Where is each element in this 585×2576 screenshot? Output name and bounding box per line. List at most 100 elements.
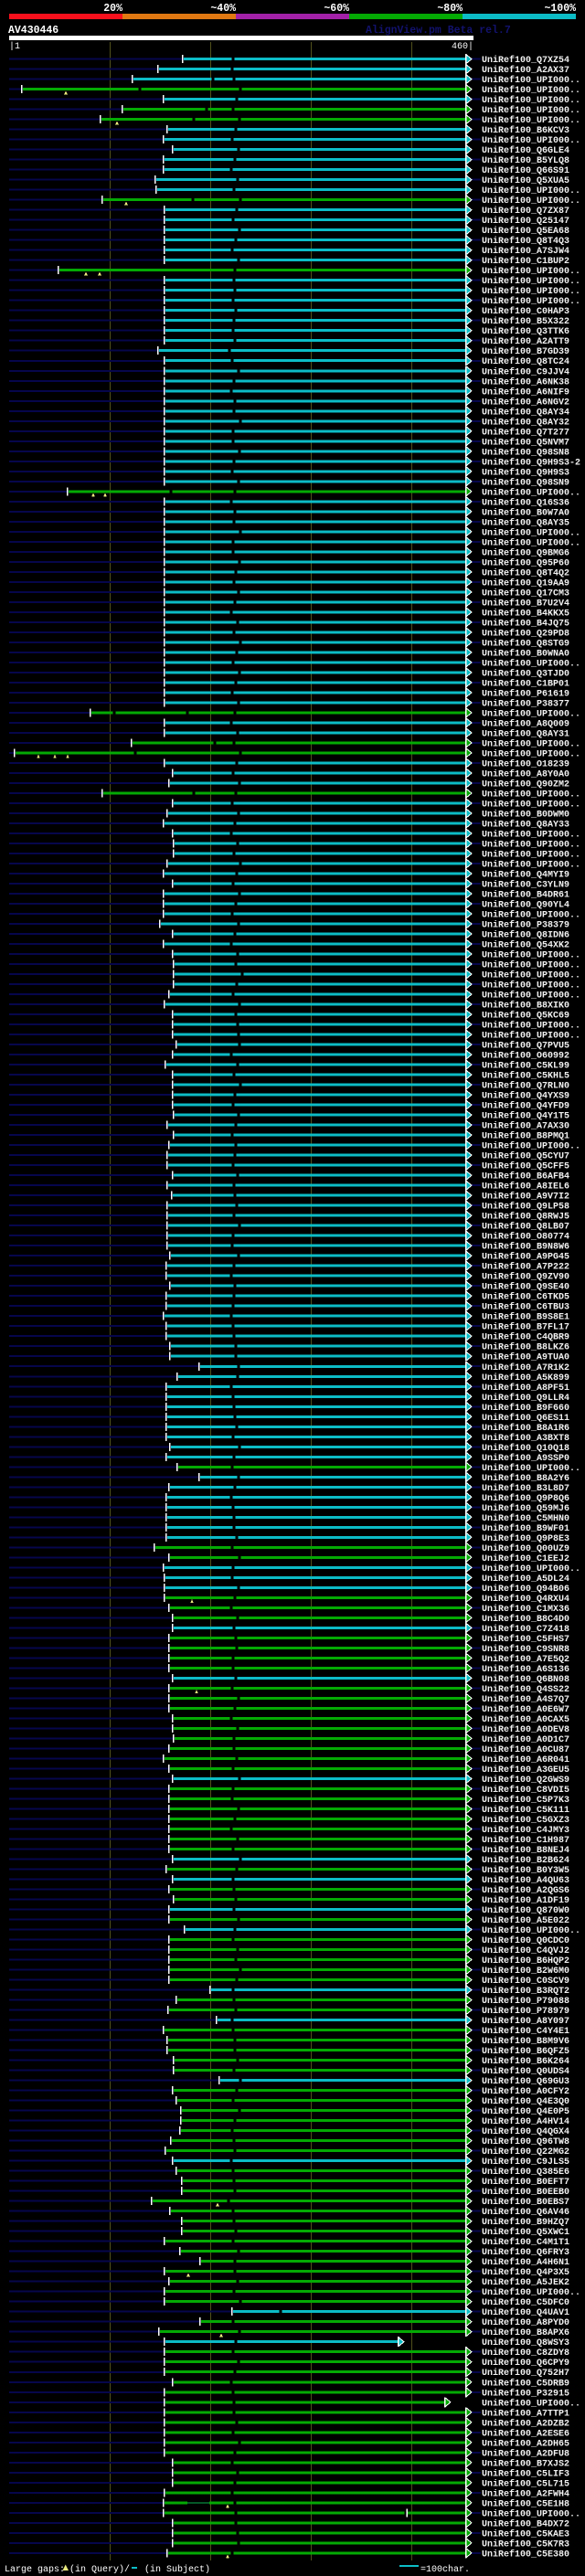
svg-text:~40%: ~40%	[210, 3, 236, 15]
svg-text:UniRef100_UPI000..: UniRef100_UPI000..	[482, 790, 580, 800]
svg-text:UniRef100_A7E5Q2: UniRef100_A7E5Q2	[482, 1654, 569, 1665]
svg-text:UniRef100_Q9H9S3: UniRef100_Q9H9S3	[482, 467, 569, 478]
svg-text:UniRef100_A0CU87: UniRef100_A0CU87	[482, 1744, 569, 1755]
svg-text:UniRef100_C4Y4E1: UniRef100_C4Y4E1	[482, 2026, 569, 2037]
svg-text:UniRef100_Q0CDC0: UniRef100_Q0CDC0	[482, 1935, 569, 1946]
svg-text:UniRef100_Q8LB07: UniRef100_Q8LB07	[482, 1222, 569, 1233]
svg-text:UniRef100_UPI000..: UniRef100_UPI000..	[482, 991, 580, 1002]
svg-text:UniRef100_Q6ES11: UniRef100_Q6ES11	[482, 1413, 569, 1424]
svg-text:UniRef100_UPI000..: UniRef100_UPI000..	[482, 286, 580, 297]
svg-text:UniRef100_Q9P8Q6: UniRef100_Q9P8Q6	[482, 1493, 569, 1504]
svg-text:UniRef100_UPI000..: UniRef100_UPI000..	[482, 2508, 580, 2519]
svg-text:UniRef100_P38377: UniRef100_P38377	[482, 698, 569, 709]
svg-text:20%: 20%	[103, 3, 122, 15]
svg-text:UniRef100_A0D1C7: UniRef100_A0D1C7	[482, 1734, 569, 1745]
svg-text:UniRef100_C5GXZ3: UniRef100_C5GXZ3	[482, 1815, 569, 1826]
svg-text:UniRef100_Q8AY34: UniRef100_Q8AY34	[482, 407, 569, 418]
svg-text:UniRef100_A7SJW4: UniRef100_A7SJW4	[482, 246, 569, 257]
svg-text:UniRef100_UPI000..: UniRef100_UPI000..	[482, 960, 580, 971]
svg-text:UniRef100_C5MHN0: UniRef100_C5MHN0	[482, 1513, 569, 1524]
svg-text:UniRef100_B8M9V6: UniRef100_B8M9V6	[482, 2036, 569, 2047]
svg-text:UniRef100_UPI000..: UniRef100_UPI000..	[482, 296, 580, 307]
svg-text:UniRef100_Q59MJ6: UniRef100_Q59MJ6	[482, 1503, 569, 1514]
svg-text:UniRef100_Q9LP58: UniRef100_Q9LP58	[482, 1202, 569, 1213]
svg-text:UniRef100_UPI000..: UniRef100_UPI000..	[482, 2398, 580, 2409]
svg-text:UniRef100_UPI000..: UniRef100_UPI000..	[482, 105, 580, 116]
svg-text:UniRef100_A7R1K2: UniRef100_A7R1K2	[482, 1362, 569, 1373]
svg-text:UniRef100_B9S8E1: UniRef100_B9S8E1	[482, 1312, 569, 1323]
svg-text:UniRef100_Q0UDS4: UniRef100_Q0UDS4	[482, 2066, 569, 2077]
svg-text:UniRef100_UPI000..: UniRef100_UPI000..	[482, 708, 580, 719]
svg-text:UniRef100_Q8T4Q3: UniRef100_Q8T4Q3	[482, 236, 569, 247]
svg-text:UniRef100_UPI000..: UniRef100_UPI000..	[482, 738, 580, 749]
svg-text:UniRef100_A9PG45: UniRef100_A9PG45	[482, 1252, 569, 1263]
svg-text:UniRef100_B7U2V4: UniRef100_B7U2V4	[482, 598, 569, 609]
svg-text:UniRef100_A0DEV8: UniRef100_A0DEV8	[482, 1724, 569, 1735]
svg-text:UniRef100_B5YLQ8: UniRef100_B5YLQ8	[482, 155, 569, 166]
svg-text:UniRef100_A0CFY2: UniRef100_A0CFY2	[482, 2086, 569, 2097]
svg-text:UniRef100_A2DFU8: UniRef100_A2DFU8	[482, 2448, 569, 2459]
svg-text:UniRef100_B2B624: UniRef100_B2B624	[482, 1855, 569, 1866]
svg-text:UniRef100_C4JMY3: UniRef100_C4JMY3	[482, 1825, 569, 1836]
svg-text:UniRef100_C6TBU3: UniRef100_C6TBU3	[482, 1302, 569, 1313]
svg-text:UniRef100_UPI000..: UniRef100_UPI000..	[482, 85, 580, 96]
svg-text:UniRef100_A2QGS6: UniRef100_A2QGS6	[482, 1885, 569, 1896]
svg-text:UniRef100_B8LKZ6: UniRef100_B8LKZ6	[482, 1342, 569, 1353]
svg-text:UniRef100_UPI000..: UniRef100_UPI000..	[482, 196, 580, 207]
svg-text:UniRef100_P32915: UniRef100_P32915	[482, 2388, 569, 2399]
svg-text:UniRef100_Q8RWJ5: UniRef100_Q8RWJ5	[482, 1212, 569, 1223]
svg-text:UniRef100_Q29PD8: UniRef100_Q29PD8	[482, 628, 569, 639]
svg-text:UniRef100_C5L715: UniRef100_C5L715	[482, 2478, 569, 2489]
svg-text:UniRef100_B4KKX5: UniRef100_B4KKX5	[482, 608, 569, 619]
svg-text:UniRef100_Q22MG2: UniRef100_Q22MG2	[482, 2147, 569, 2157]
svg-text:UniRef100_C4M1T1: UniRef100_C4M1T1	[482, 2237, 569, 2248]
svg-text:UniRef100_C5LIF3: UniRef100_C5LIF3	[482, 2468, 569, 2479]
svg-text:UniRef100_UPI000..: UniRef100_UPI000..	[482, 658, 580, 669]
svg-text:UniRef100_A2DH65: UniRef100_A2DH65	[482, 2438, 569, 2449]
svg-text:UniRef100_Q5EA68: UniRef100_Q5EA68	[482, 226, 569, 237]
svg-text:UniRef100_B6HQP2: UniRef100_B6HQP2	[482, 1956, 569, 1966]
svg-text:UniRef100_Q8AY31: UniRef100_Q8AY31	[482, 728, 569, 739]
svg-text:UniRef100_Q8WSY3: UniRef100_Q8WSY3	[482, 2337, 569, 2348]
svg-text:UniRef100_B0EEB0: UniRef100_B0EEB0	[482, 2187, 569, 2198]
svg-text:UniRef100_C1EEJ2: UniRef100_C1EEJ2	[482, 1553, 569, 1564]
svg-text:UniRef100_UPI000..: UniRef100_UPI000..	[482, 1021, 580, 1032]
svg-text:UniRef100_A7TTP1: UniRef100_A7TTP1	[482, 2408, 569, 2419]
svg-text:UniRef100_Q69GU3: UniRef100_Q69GU3	[482, 2076, 569, 2087]
svg-text:UniRef100_Q7T277: UniRef100_Q7T277	[482, 427, 569, 438]
svg-text:UniRef100_UPI000..: UniRef100_UPI000..	[482, 1463, 580, 1474]
svg-text:UniRef100_A8Q009: UniRef100_A8Q009	[482, 718, 569, 729]
svg-text:UniRef100_Q00UZ9: UniRef100_Q00UZ9	[482, 1543, 569, 1554]
svg-text:UniRef100_Q94B06: UniRef100_Q94B06	[482, 1584, 569, 1595]
svg-text:UniRef100_Q25147: UniRef100_Q25147	[482, 216, 569, 227]
svg-text:UniRef100_UPI000..: UniRef100_UPI000..	[482, 840, 580, 851]
svg-text:UniRef100_Q17CM3: UniRef100_Q17CM3	[482, 588, 569, 599]
svg-text:UniRef100_Q4P3X5: UniRef100_Q4P3X5	[482, 2267, 569, 2278]
svg-text:UniRef100_A8Y0A0: UniRef100_A8Y0A0	[482, 769, 569, 780]
svg-text:UniRef100_UPI000..: UniRef100_UPI000..	[482, 75, 580, 86]
svg-text:UniRef100_UPI000..: UniRef100_UPI000..	[482, 135, 580, 146]
svg-text:UniRef100_C5K7R3: UniRef100_C5K7R3	[482, 2539, 569, 2549]
svg-text:UniRef100_A9TUA0: UniRef100_A9TUA0	[482, 1352, 569, 1363]
svg-text:UniRef100_B7XJS2: UniRef100_B7XJS2	[482, 2458, 569, 2469]
svg-text:UniRef100_Q9P8E3: UniRef100_Q9P8E3	[482, 1533, 569, 1544]
svg-text:UniRef100_B4DR61: UniRef100_B4DR61	[482, 890, 569, 901]
svg-text:UniRef100_UPI000..: UniRef100_UPI000..	[482, 800, 580, 811]
svg-text:UniRef100_B0DWM0: UniRef100_B0DWM0	[482, 810, 569, 821]
svg-text:(in Query)/: (in Query)/	[69, 2564, 130, 2575]
svg-text:|1: |1	[9, 41, 20, 52]
svg-text:UniRef100_Q4YXS9: UniRef100_Q4YXS9	[482, 1091, 569, 1102]
svg-text:UniRef100_Q98SN9: UniRef100_Q98SN9	[482, 477, 569, 488]
svg-text:UniRef100_P78979: UniRef100_P78979	[482, 2006, 569, 2017]
svg-text:UniRef100_A6NGV2: UniRef100_A6NGV2	[482, 397, 569, 408]
svg-text:UniRef100_Q9ZV90: UniRef100_Q9ZV90	[482, 1272, 569, 1283]
svg-text:UniRef100_C5KHL5: UniRef100_C5KHL5	[482, 1071, 569, 1082]
svg-text:UniRef100_A2ESE6: UniRef100_A2ESE6	[482, 2428, 569, 2439]
svg-text:UniRef100_A1DF19: UniRef100_A1DF19	[482, 1895, 569, 1906]
svg-text:UniRef100_Q5XUA5: UniRef100_Q5XUA5	[482, 175, 569, 186]
svg-text:UniRef100_A2ATT9: UniRef100_A2ATT9	[482, 336, 569, 347]
svg-text:UniRef100_Q8AY32: UniRef100_Q8AY32	[482, 417, 569, 428]
svg-text:UniRef100_P38379: UniRef100_P38379	[482, 920, 569, 931]
svg-text:UniRef100_Q6AV46: UniRef100_Q6AV46	[482, 2207, 569, 2218]
svg-text:UniRef100_A6R041: UniRef100_A6R041	[482, 1754, 569, 1765]
